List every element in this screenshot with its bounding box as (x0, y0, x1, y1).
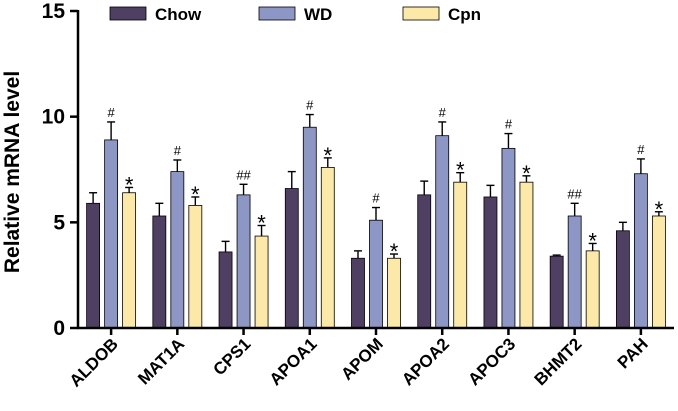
x-tick-label: PAH (614, 334, 652, 372)
significance-star: * (191, 182, 200, 207)
bar-chow-apom (351, 257, 365, 329)
significance-star: * (257, 211, 266, 236)
significance-star: * (323, 143, 332, 168)
bar-chow-pah (615, 230, 630, 329)
bar-cpn-pah (651, 215, 666, 329)
bar-wd-apoa1 (302, 126, 317, 329)
bar-cpn-apoa2 (453, 181, 468, 329)
significance-star: * (522, 161, 531, 186)
bar-wd-apom (369, 219, 383, 329)
bar-wd-cps1 (236, 194, 251, 329)
significance-hash: # (107, 105, 115, 120)
significance-star: * (456, 158, 465, 183)
bar-wd-apoc3 (501, 147, 516, 329)
y-tick-label: 5 (53, 211, 65, 234)
x-tick-label: APOC3 (464, 334, 519, 389)
x-tick-label: CPS1 (210, 334, 255, 379)
significance-star: * (390, 239, 399, 264)
bar-wd-mat1a (170, 171, 185, 329)
x-tick-label: APOA1 (266, 334, 321, 389)
significance-star: * (125, 172, 134, 197)
significance-hash: # (372, 191, 380, 206)
bar-wd-pah (633, 173, 648, 329)
bar-chow-mat1a (152, 215, 167, 329)
bar-cpn-cps1 (254, 235, 269, 329)
bar-cpn-apoa1 (320, 166, 335, 329)
x-tick-label: BHMT2 (531, 334, 586, 389)
legend-swatch-chow (109, 6, 147, 21)
significance-hash: # (439, 105, 447, 120)
bar-chow-apoc3 (483, 196, 498, 329)
significance-hash: # (505, 117, 513, 132)
y-axis-label: Relative mRNA level (1, 71, 24, 273)
significance-hash: # (174, 143, 182, 158)
bar-wd-aldob (104, 139, 119, 329)
legend-label-wd: WD (304, 5, 332, 24)
y-tick-label: 15 (42, 0, 66, 23)
significance-hash: # (637, 142, 645, 157)
bar-cpn-apoc3 (519, 181, 534, 329)
bar-cpn-bhmt2 (585, 250, 600, 329)
bar-chow-bhmt2 (549, 255, 564, 329)
bar-wd-bhmt2 (567, 215, 582, 329)
significance-hash: ## (567, 186, 582, 201)
y-tick-label: 0 (53, 317, 65, 340)
bar-chow-apoa2 (417, 194, 432, 329)
legend-swatch-cpn (402, 6, 440, 21)
x-tick-label: MAT1A (134, 334, 188, 388)
bar-chow-aldob (86, 202, 101, 329)
x-tick-label: ALDOB (66, 334, 122, 390)
x-tick-label: APOM (337, 334, 386, 383)
significance-star: * (588, 228, 597, 253)
y-tick-label: 10 (42, 106, 65, 129)
legend: Chow WD Cpn (109, 5, 481, 24)
legend-swatch-wd (258, 6, 296, 21)
significance-hash: ## (236, 167, 251, 182)
y-axis: 0 5 10 15 (42, 0, 80, 340)
bars: # * # * ## * # * # * # * # * ## * # * (86, 98, 666, 329)
bar-cpn-aldob (122, 192, 137, 329)
x-axis: ALDOB MAT1A CPS1 APOA1 APOM APOA2 APOC3 BHMT2 PA… (66, 326, 674, 391)
bar-cpn-mat1a (188, 205, 203, 329)
legend-label-chow: Chow (155, 5, 202, 24)
bar-chow-apoa1 (284, 188, 299, 329)
x-tick-label: APOA2 (398, 334, 453, 389)
bar-chow-cps1 (218, 251, 233, 329)
bar-cpn-apom (387, 257, 401, 329)
legend-label-cpn: Cpn (448, 5, 481, 24)
significance-hash: # (306, 98, 314, 113)
bar-wd-apoa2 (435, 135, 450, 329)
significance-star: * (655, 197, 664, 222)
